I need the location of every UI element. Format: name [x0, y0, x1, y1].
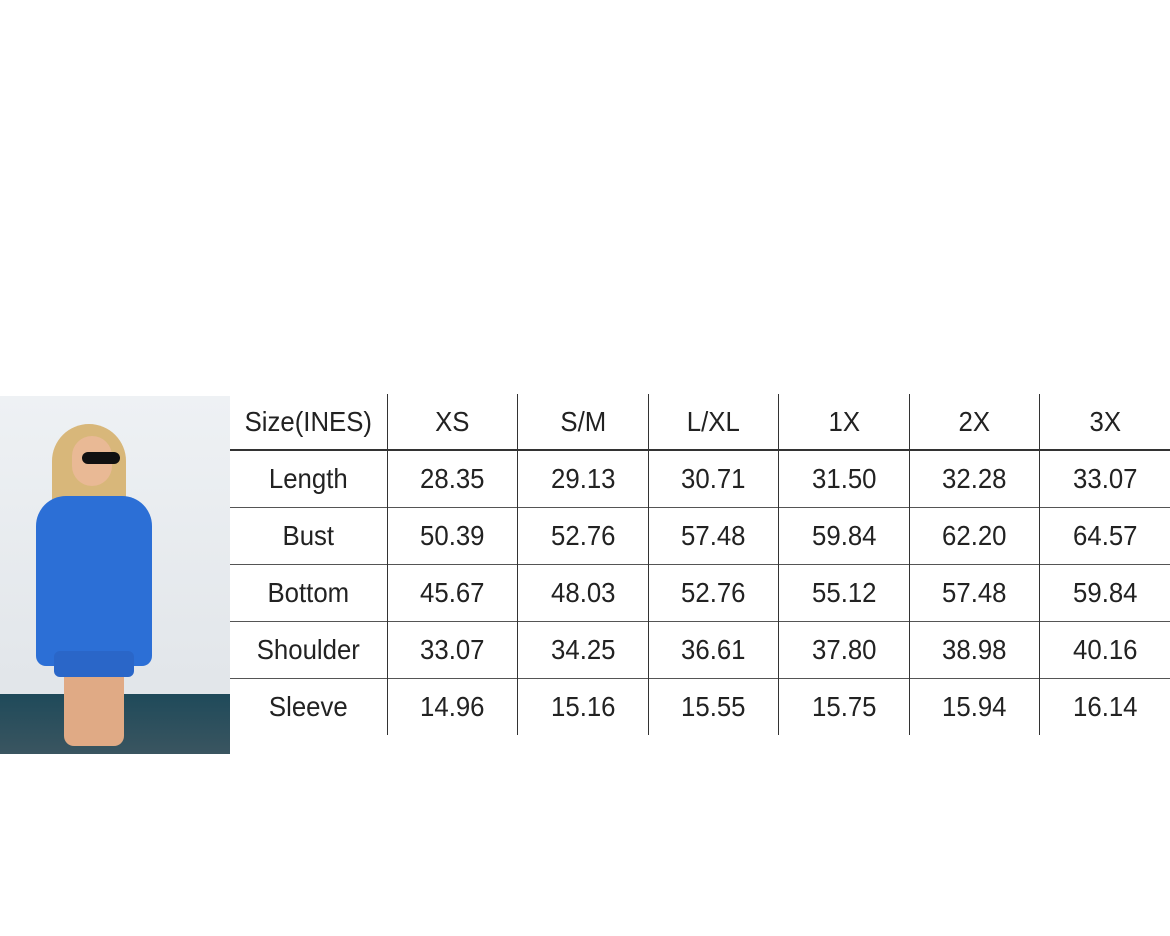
column-header: 1X	[783, 394, 905, 450]
table-cell: 15.55	[652, 678, 774, 735]
table-row: Sleeve 14.96 15.16 15.55 15.75 15.94 16.14	[230, 678, 1170, 735]
table-cell: 62.20	[914, 507, 1035, 565]
sunglasses	[82, 452, 120, 464]
table-cell: 48.03	[522, 564, 643, 622]
table-cell: 64.57	[1044, 507, 1165, 565]
table-cell: 45.67	[391, 564, 513, 622]
column-header: 3X	[1044, 394, 1165, 450]
table-cell: 52.76	[652, 564, 774, 622]
table-row: Bust 50.39 52.76 57.48 59.84 62.20 64.57	[230, 507, 1170, 565]
column-header: S/M	[522, 394, 643, 450]
table-cell: 32.28	[914, 449, 1035, 508]
table-row: Shoulder 33.07 34.25 36.61 37.80 38.98 40.16	[230, 621, 1170, 679]
product-photo	[0, 396, 230, 754]
table-cell: 31.50	[783, 449, 905, 508]
table-cell: 50.39	[391, 507, 513, 565]
row-label: Sleeve	[236, 678, 381, 735]
table-cell: 30.71	[652, 449, 774, 508]
table-cell: 37.80	[783, 621, 905, 679]
row-label: Shoulder	[236, 621, 381, 679]
table-cell: 57.48	[652, 507, 774, 565]
column-header: 2X	[914, 394, 1035, 450]
blue-shorts	[54, 651, 134, 677]
table-cell: 15.94	[914, 678, 1035, 735]
table-row: Bottom 45.67 48.03 52.76 55.12 57.48 59.84	[230, 564, 1170, 622]
row-label: Bust	[236, 507, 381, 565]
table-cell: 33.07	[1044, 449, 1165, 508]
table-cell: 57.48	[914, 564, 1035, 622]
model-legs	[64, 666, 124, 746]
table-cell: 59.84	[1044, 564, 1165, 622]
table-cell: 29.13	[522, 449, 643, 508]
table-cell: 16.14	[1044, 678, 1165, 735]
blue-sweatshirt	[36, 496, 152, 666]
table-cell: 52.76	[522, 507, 643, 565]
table-cell: 15.75	[783, 678, 905, 735]
column-header: Size(INES)	[244, 405, 372, 437]
table-cell: 55.12	[783, 564, 905, 622]
row-label: Length	[236, 449, 381, 508]
table-cell: 28.35	[391, 449, 513, 508]
size-chart-table: Size(INES) XS S/M L/XL 1X 2X 3X Length 28.35 29.1…	[230, 394, 1170, 735]
table-cell: 40.16	[1044, 621, 1165, 679]
table-cell: 34.25	[522, 621, 643, 679]
row-label: Bottom	[236, 564, 381, 622]
column-header: XS	[391, 394, 513, 450]
header-row: Size(INES) XS S/M L/XL 1X 2X 3X	[230, 394, 1170, 450]
table-cell: 36.61	[652, 621, 774, 679]
table-cell: 59.84	[783, 507, 905, 565]
table-cell: 33.07	[391, 621, 513, 679]
table-cell: 14.96	[391, 678, 513, 735]
table-cell: 15.16	[522, 678, 643, 735]
column-header: L/XL	[652, 394, 774, 450]
table-row: Length 28.35 29.13 30.71 31.50 32.28 33.07	[230, 449, 1170, 508]
table-cell: 38.98	[914, 621, 1035, 679]
